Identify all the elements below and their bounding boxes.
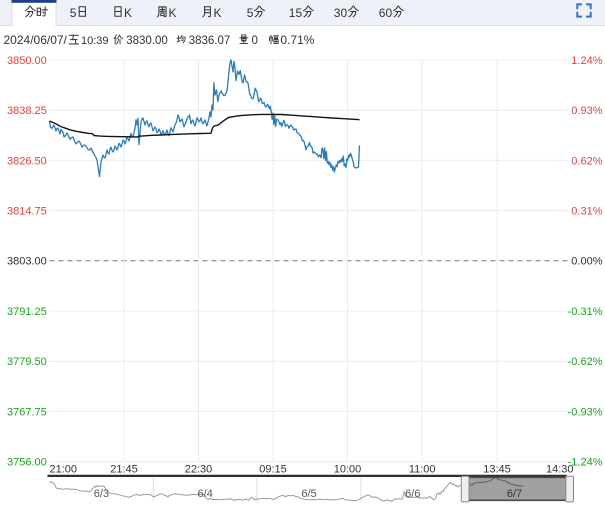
- svg-text:3767.75: 3767.75: [7, 406, 47, 418]
- svg-text:21:45: 21:45: [110, 464, 138, 476]
- svg-text:60: 60: [379, 6, 393, 20]
- svg-text:13:45: 13:45: [483, 464, 511, 476]
- svg-text:0.62%: 0.62%: [571, 155, 602, 167]
- svg-text:30: 30: [334, 6, 348, 20]
- svg-text:3803.00: 3803.00: [7, 256, 47, 268]
- svg-text:3756.00: 3756.00: [7, 457, 47, 469]
- svg-text:5: 5: [70, 6, 77, 20]
- svg-text:10:39: 10:39: [81, 35, 109, 47]
- svg-text:09:15: 09:15: [259, 464, 287, 476]
- svg-text:11:00: 11:00: [409, 464, 436, 476]
- svg-text:3850.00: 3850.00: [7, 55, 47, 67]
- svg-text:14:30: 14:30: [546, 464, 574, 476]
- svg-text:6/7: 6/7: [507, 488, 522, 500]
- svg-text:3836.07: 3836.07: [189, 35, 231, 47]
- svg-text:0.00%: 0.00%: [571, 256, 602, 268]
- svg-text:K: K: [214, 6, 222, 20]
- svg-text:3791.25: 3791.25: [7, 306, 47, 318]
- svg-text:K: K: [124, 6, 132, 20]
- svg-text:21:00: 21:00: [50, 464, 78, 476]
- svg-text:1.24%: 1.24%: [571, 55, 602, 67]
- svg-text:10:00: 10:00: [334, 464, 362, 476]
- svg-text:6/3: 6/3: [94, 488, 109, 500]
- svg-text:6/6: 6/6: [405, 488, 420, 500]
- svg-text:6/5: 6/5: [301, 488, 316, 500]
- svg-text:-0.62%: -0.62%: [568, 356, 603, 368]
- svg-text:3826.50: 3826.50: [7, 155, 47, 167]
- svg-text:15: 15: [289, 6, 303, 20]
- svg-text:0: 0: [252, 35, 258, 47]
- svg-text:6/4: 6/4: [198, 488, 213, 500]
- svg-text:3779.50: 3779.50: [7, 356, 47, 368]
- svg-text:3838.25: 3838.25: [7, 105, 47, 117]
- svg-text:0.31%: 0.31%: [571, 206, 602, 218]
- svg-text:0.71%: 0.71%: [280, 33, 314, 47]
- svg-text:-1.24%: -1.24%: [568, 457, 603, 469]
- svg-text:2024/06/07/: 2024/06/07/: [4, 33, 68, 47]
- svg-text:0.93%: 0.93%: [571, 105, 602, 117]
- svg-text:5: 5: [247, 6, 254, 20]
- svg-text:K: K: [169, 6, 177, 20]
- svg-text:3830.00: 3830.00: [126, 35, 168, 47]
- svg-text:22:30: 22:30: [185, 464, 213, 476]
- svg-text:-0.93%: -0.93%: [568, 406, 603, 418]
- svg-text:3814.75: 3814.75: [7, 206, 47, 218]
- svg-text:-0.31%: -0.31%: [568, 306, 603, 318]
